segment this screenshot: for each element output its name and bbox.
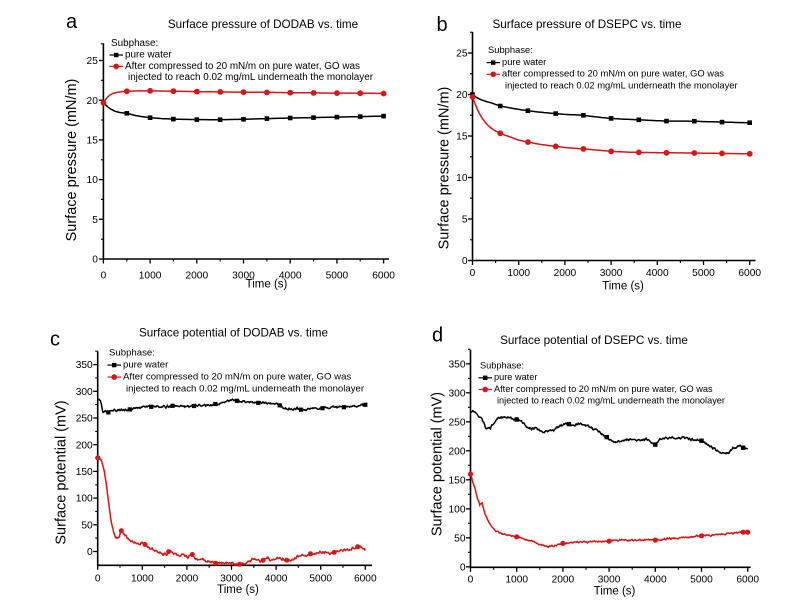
svg-text:25: 25 — [87, 56, 99, 67]
svg-text:injected to reach 0.02 mg/mL u: injected to reach 0.02 mg/mL underneath … — [128, 72, 374, 83]
svg-text:15: 15 — [456, 132, 468, 143]
svg-text:100: 100 — [449, 504, 466, 515]
svg-text:After compressed to 20 mN/m on: After compressed to 20 mN/m on pure wate… — [125, 61, 360, 72]
svg-text:1000: 1000 — [131, 574, 154, 585]
svg-text:pure water: pure water — [494, 372, 537, 382]
svg-text:Time (s): Time (s) — [246, 279, 288, 291]
svg-text:150: 150 — [449, 475, 466, 486]
svg-text:200: 200 — [449, 446, 466, 457]
svg-text:50: 50 — [454, 533, 466, 544]
svg-text:10: 10 — [456, 173, 468, 184]
svg-text:Subphase:: Subphase: — [109, 348, 155, 359]
svg-text:Surface potential (mV): Surface potential (mV) — [430, 392, 446, 536]
svg-text:Subphase:: Subphase: — [488, 44, 533, 55]
svg-text:1000: 1000 — [505, 575, 528, 586]
svg-text:5000: 5000 — [309, 574, 332, 585]
svg-text:5000: 5000 — [690, 575, 713, 586]
svg-text:5000: 5000 — [326, 271, 349, 282]
svg-text:3000: 3000 — [598, 575, 621, 586]
svg-text:6000: 6000 — [354, 574, 377, 585]
svg-text:250: 250 — [76, 414, 93, 425]
svg-text:injected to reach 0.02 mg/mL u: injected to reach 0.02 mg/mL underneath … — [505, 79, 738, 90]
svg-text:Time (s): Time (s) — [602, 281, 644, 293]
svg-text:4000: 4000 — [279, 271, 302, 282]
svg-text:350: 350 — [76, 360, 93, 371]
svg-text:100: 100 — [76, 494, 93, 505]
svg-text:d: d — [432, 325, 443, 347]
svg-text:2000: 2000 — [176, 574, 199, 585]
svg-text:15: 15 — [87, 136, 99, 147]
svg-text:Surface pressure of DSEPC vs.: Surface pressure of DSEPC vs. time — [492, 18, 681, 31]
svg-text:25: 25 — [456, 49, 468, 60]
svg-text:Surface pressure of DODAB vs.: Surface pressure of DODAB vs. time — [168, 18, 358, 31]
svg-text:Surface pressure (mN/m): Surface pressure (mN/m) — [64, 79, 80, 242]
svg-text:0: 0 — [462, 256, 468, 267]
svg-text:20: 20 — [87, 96, 99, 107]
svg-text:0: 0 — [95, 574, 101, 585]
svg-text:Subphase:: Subphase: — [111, 38, 158, 49]
svg-text:150: 150 — [76, 467, 93, 478]
svg-text:0: 0 — [460, 562, 466, 573]
svg-text:6000: 6000 — [736, 575, 759, 586]
svg-text:1000: 1000 — [507, 268, 530, 279]
svg-text:5: 5 — [462, 215, 468, 226]
svg-text:0: 0 — [92, 255, 98, 266]
svg-text:5000: 5000 — [692, 268, 715, 279]
svg-text:0: 0 — [468, 575, 474, 586]
svg-text:After compressed to 20 mN/m on: After compressed to 20 mN/m on pure wate… — [494, 384, 713, 394]
svg-text:Time (s): Time (s) — [594, 585, 636, 597]
svg-text:4000: 4000 — [646, 268, 669, 279]
svg-text:c: c — [50, 329, 60, 351]
svg-text:50: 50 — [81, 520, 93, 531]
svg-text:Surface potential of DSEPC vs.: Surface potential of DSEPC vs. time — [500, 334, 688, 347]
svg-text:pure water: pure water — [502, 56, 546, 67]
svg-text:injected to reach 0.02 mg/mL u: injected to reach 0.02 mg/mL underneath … — [497, 396, 725, 406]
svg-text:6000: 6000 — [372, 271, 395, 282]
svg-text:3000: 3000 — [232, 271, 255, 282]
svg-text:after compressed to 20 mN/m on: after compressed to 20 mN/m on pure wate… — [502, 68, 724, 79]
svg-text:b: b — [437, 14, 448, 36]
svg-text:300: 300 — [76, 387, 93, 398]
svg-text:2000: 2000 — [554, 268, 577, 279]
svg-text:3000: 3000 — [600, 268, 623, 279]
svg-text:6000: 6000 — [738, 268, 761, 279]
svg-text:Surface potential (mV): Surface potential (mV) — [54, 400, 70, 544]
svg-text:3000: 3000 — [220, 574, 243, 585]
svg-text:Surface potential of DODAB vs.: Surface potential of DODAB vs. time — [139, 327, 328, 340]
svg-text:Subphase:: Subphase: — [480, 360, 524, 370]
svg-text:injected to reach 0.02 mg/mL u: injected to reach 0.02 mg/mL underneath … — [126, 384, 365, 395]
svg-text:0: 0 — [470, 268, 476, 279]
svg-text:200: 200 — [76, 440, 93, 451]
svg-text:250: 250 — [449, 417, 466, 428]
svg-text:Surface pressure (mN/m): Surface pressure (mN/m) — [437, 87, 453, 250]
svg-text:4000: 4000 — [644, 575, 667, 586]
svg-text:2000: 2000 — [185, 271, 208, 282]
svg-text:5: 5 — [92, 215, 98, 226]
svg-text:pure water: pure water — [123, 360, 169, 371]
svg-text:1000: 1000 — [139, 271, 162, 282]
svg-text:2000: 2000 — [552, 575, 575, 586]
svg-text:a: a — [66, 11, 78, 33]
svg-text:4000: 4000 — [265, 574, 288, 585]
svg-text:0: 0 — [101, 271, 107, 282]
svg-text:0: 0 — [87, 547, 93, 558]
svg-text:20: 20 — [456, 90, 468, 101]
svg-text:Time (s): Time (s) — [217, 584, 259, 596]
svg-text:10: 10 — [87, 175, 99, 186]
svg-text:After compressed to 20 mN/m on: After compressed to 20 mN/m on pure wate… — [123, 372, 351, 383]
svg-text:pure water: pure water — [125, 49, 172, 60]
svg-text:350: 350 — [449, 359, 466, 370]
svg-text:300: 300 — [449, 388, 466, 399]
